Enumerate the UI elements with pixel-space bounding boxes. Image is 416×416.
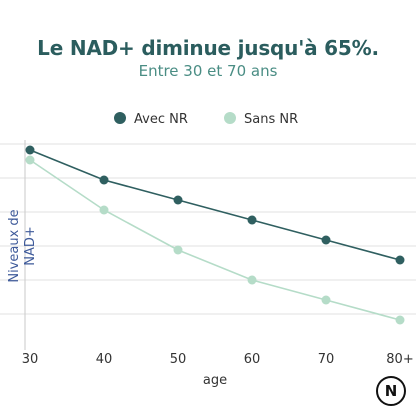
series-line: [29, 159, 401, 321]
x-tick-label: 40: [96, 352, 113, 367]
brand-logo-icon: N: [376, 376, 406, 406]
data-point: [247, 215, 257, 225]
x-tick-label: 60: [244, 352, 261, 367]
x-tick-label: 70: [318, 352, 335, 367]
grid: [0, 143, 416, 315]
series-group: [25, 145, 405, 325]
chart-subtitle: Entre 30 et 70 ans: [138, 62, 278, 80]
data-point: [99, 205, 109, 215]
x-axis-label: age: [203, 373, 227, 388]
chart-title: Le NAD+ diminue jusqu'à 65%.: [37, 36, 379, 60]
x-tick-label: 80+: [386, 352, 413, 367]
data-point: [321, 235, 331, 245]
legend-label: Sans NR: [244, 112, 298, 127]
legend-label: Avec NR: [134, 112, 188, 127]
x-tick-labels: 30 40 50 60 70 80+: [22, 352, 414, 367]
data-point: [395, 255, 405, 265]
x-tick-label: 50: [170, 352, 187, 367]
series-line: [29, 149, 401, 261]
legend-marker: [224, 112, 236, 124]
data-point: [395, 315, 405, 325]
x-tick-label: 30: [22, 352, 39, 367]
data-point: [173, 195, 183, 205]
data-point: [99, 175, 109, 185]
legend: Avec NR Sans NR: [114, 112, 298, 127]
data-point: [247, 275, 257, 285]
data-point: [25, 145, 35, 155]
y-axis-label: Niveaux deNAD+: [7, 209, 38, 282]
data-point: [321, 295, 331, 305]
legend-marker: [114, 112, 126, 124]
data-point: [25, 155, 35, 165]
data-point: [173, 245, 183, 255]
